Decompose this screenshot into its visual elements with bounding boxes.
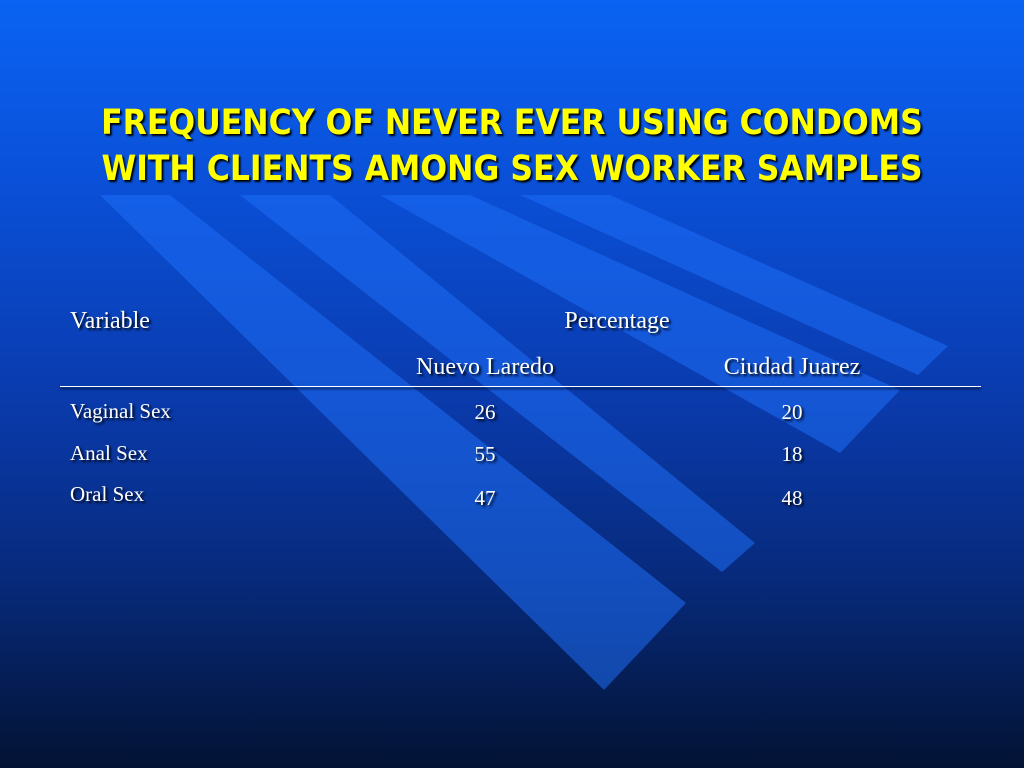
header-nuevo-laredo: Nuevo Laredo [416,354,554,380]
header-ciudad-juarez: Ciudad Juarez [723,354,861,380]
header-divider [60,386,981,387]
cell-nuevo-laredo: 55 [474,442,496,466]
diagonal-band [380,195,900,453]
diagonal-band [240,195,755,572]
cell-nuevo-laredo: 26 [474,400,496,424]
row-variable-label: Anal Sex [70,441,148,465]
cell-ciudad-juarez: 18 [781,442,803,466]
cell-nuevo-laredo: 47 [474,486,496,510]
row-variable-label: Oral Sex [70,482,145,506]
cell-ciudad-juarez: 20 [781,400,803,424]
diagonal-band [100,195,686,690]
title-line-1: FREQUENCY OF NEVER EVER USING CONDOMS [101,103,923,143]
row-variable-label: Vaginal Sex [70,399,171,423]
title-line-2: WITH CLIENTS AMONG SEX WORKER SAMPLES [101,149,923,189]
header-percentage: Percentage [564,308,670,334]
cell-ciudad-juarez: 48 [781,486,803,510]
diagonal-band [520,195,948,375]
slide-title: FREQUENCY OF NEVER EVER USING CONDOMS WI… [51,100,973,192]
header-variable: Variable [70,308,150,334]
